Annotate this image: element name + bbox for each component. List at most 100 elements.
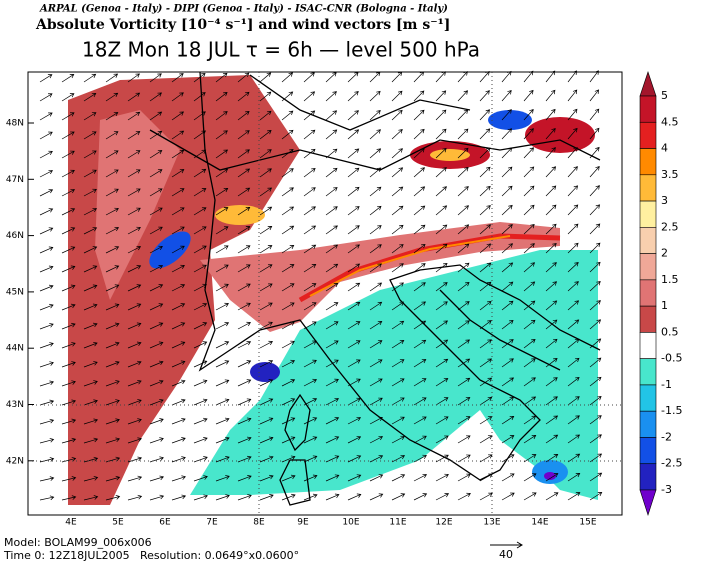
wind-arrow — [369, 129, 381, 140]
wind-arrow — [567, 242, 579, 254]
wind-arrow — [501, 300, 514, 311]
wind-arrow — [347, 91, 359, 102]
wind-arrow — [545, 377, 558, 387]
wind-arrow — [391, 167, 404, 178]
colorbar-label: 2.5 — [661, 220, 679, 233]
wind-arrow — [413, 493, 428, 501]
wind-arrow — [391, 320, 405, 330]
wind-arrow — [589, 204, 601, 216]
wind-arrow — [501, 70, 512, 83]
wind-arrow — [501, 473, 515, 482]
wind-arrow — [413, 473, 428, 482]
wind-arrow — [479, 262, 492, 273]
wind-arrow — [39, 112, 53, 121]
wind-arrow — [523, 473, 537, 482]
wind-arrow — [325, 167, 338, 178]
wind-arrow — [127, 226, 141, 235]
wind-arrow — [127, 111, 141, 121]
wind-arrow — [523, 358, 536, 368]
wind-arrow — [413, 109, 425, 121]
wind-arrow — [435, 186, 447, 197]
wind-arrow — [479, 377, 493, 387]
colorbar-label: 0.5 — [661, 325, 679, 338]
vorticity-area — [250, 362, 280, 382]
wind-arrow — [435, 282, 448, 292]
wind-arrow — [369, 186, 382, 197]
wind-arrow — [259, 168, 272, 178]
wind-arrow — [39, 208, 54, 216]
wind-arrow — [589, 472, 603, 482]
wind-arrow — [105, 399, 120, 406]
wind-arrow — [193, 398, 208, 406]
wind-arrow — [523, 281, 536, 292]
lon-label: 5E — [112, 518, 124, 528]
wind-arrow — [215, 187, 229, 197]
wind-arrow — [281, 187, 294, 197]
wind-arrow — [347, 340, 361, 349]
vorticity-band — [298, 233, 561, 303]
colorbar-label: 1.5 — [661, 273, 679, 286]
wind-arrow — [589, 223, 601, 235]
wind-arrow — [149, 398, 164, 406]
wind-arrow — [435, 416, 449, 425]
wind-arrow — [545, 281, 558, 292]
wind-arrow — [457, 147, 469, 159]
wind-arrow — [391, 148, 403, 159]
colorbar-label: 3 — [661, 194, 668, 207]
wind-arrow — [149, 303, 164, 311]
wind-arrow — [391, 474, 406, 482]
wind-arrow — [413, 435, 427, 444]
wind-arrow — [39, 437, 55, 444]
wind-arrow — [545, 262, 557, 273]
wind-arrow — [83, 150, 97, 159]
wind-arrow — [435, 147, 447, 159]
wind-arrow — [369, 225, 382, 235]
wind-arrow — [105, 360, 120, 368]
wind-arrow — [413, 320, 427, 330]
wind-arrow — [369, 263, 382, 273]
wind-arrow — [215, 264, 229, 273]
wind-arrow — [193, 92, 206, 102]
wind-arrow — [369, 340, 383, 349]
wind-arrow — [127, 456, 143, 463]
wind-arrow — [325, 187, 338, 197]
wind-arrow — [501, 224, 513, 235]
wind-arrow — [61, 74, 75, 83]
wind-arrow — [171, 245, 185, 254]
wind-arrow — [347, 206, 360, 216]
wind-arrow — [545, 147, 556, 159]
wind-arrow — [347, 263, 361, 273]
wind-arrow — [369, 474, 384, 482]
wind-arrow — [369, 435, 384, 444]
wind-arrow — [215, 130, 228, 140]
wind-arrow — [39, 418, 55, 425]
wind-arrow — [83, 246, 98, 254]
wind-arrow — [215, 494, 230, 501]
wind-arrow — [479, 358, 492, 368]
wind-arrow — [281, 110, 294, 121]
wind-arrow — [545, 223, 557, 235]
wind-arrow — [303, 302, 317, 311]
wind-arrow — [171, 92, 184, 102]
wind-arrow — [39, 495, 55, 501]
wind-arrow — [567, 357, 580, 368]
wind-arrow — [413, 359, 427, 368]
wind-arrow — [303, 283, 317, 292]
colorbar-swatch — [639, 463, 657, 491]
wind-arrow — [391, 493, 406, 501]
wind-arrow — [61, 150, 75, 159]
wind-arrow — [325, 436, 340, 444]
wind-arrow — [501, 319, 514, 330]
wind-arrow — [171, 360, 186, 368]
wind-arrow — [127, 494, 143, 501]
axis-labels: 4E 5E 6E 7E 8E 9E 10E 11E 12E 13E 14E 15E 48N 47N 46N 4… — [6, 119, 597, 528]
wind-arrow — [545, 453, 559, 463]
wind-arrow — [149, 150, 163, 159]
wind-arrow — [435, 224, 448, 235]
wind-arrow — [105, 495, 121, 501]
wind-arrow — [281, 359, 296, 368]
wind-arrow — [435, 128, 447, 140]
wind-arrow — [435, 301, 448, 311]
colorbar-swatch — [639, 200, 657, 228]
colorbar-swatch — [639, 384, 657, 412]
